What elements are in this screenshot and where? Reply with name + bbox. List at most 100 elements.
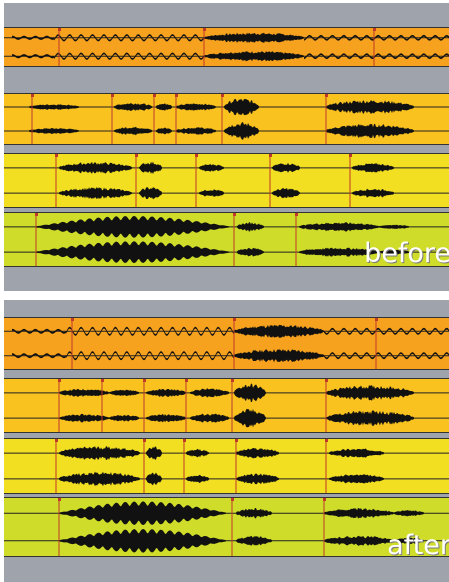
region-marker-handle[interactable] xyxy=(183,439,186,442)
waveform-segment xyxy=(12,54,54,59)
region-marker-handle[interactable] xyxy=(58,379,61,382)
region-marker-handle[interactable] xyxy=(375,318,378,321)
track-background xyxy=(4,378,449,433)
waveform-segment xyxy=(324,352,449,360)
waveform-segment xyxy=(66,351,234,361)
waveform-segment xyxy=(234,383,266,402)
waveform-segment xyxy=(139,161,162,175)
waveform-segment xyxy=(299,222,379,232)
region-marker-handle[interactable] xyxy=(373,28,376,31)
waveform-segment xyxy=(237,247,264,257)
waveform-segment xyxy=(59,471,140,487)
waveform-segment xyxy=(236,473,279,485)
waveform-segment xyxy=(326,385,414,401)
region-marker-handle[interactable] xyxy=(325,379,328,382)
audio-track-1[interactable] xyxy=(4,27,449,67)
audio-track-3[interactable] xyxy=(4,438,449,494)
audio-track-4[interactable] xyxy=(4,212,449,267)
audio-track-4[interactable] xyxy=(4,497,449,557)
region-marker-handle[interactable] xyxy=(203,28,206,31)
region-marker-handle[interactable] xyxy=(233,213,236,216)
region-marker-handle[interactable] xyxy=(35,213,38,216)
waveform-segment xyxy=(59,446,140,461)
region-marker-handle[interactable] xyxy=(233,318,236,321)
region-marker-handle[interactable] xyxy=(153,94,156,97)
region-marker-handle[interactable] xyxy=(323,498,326,501)
region-marker-handle[interactable] xyxy=(195,154,198,157)
waveform-segment xyxy=(59,501,226,525)
waveform-segment xyxy=(304,34,449,41)
waveform-segment xyxy=(146,446,162,460)
audio-track-2[interactable] xyxy=(4,93,449,145)
waveform-segment xyxy=(234,349,324,363)
region-marker-handle[interactable] xyxy=(185,379,188,382)
track-background xyxy=(4,153,449,208)
region-marker-handle[interactable] xyxy=(143,379,146,382)
waveform-segment xyxy=(59,388,109,397)
waveform-segment xyxy=(36,216,229,238)
waveform-segment xyxy=(109,389,139,397)
track-background xyxy=(4,27,449,67)
waveform-segment xyxy=(224,122,259,140)
waveform-segment xyxy=(379,249,409,255)
waveform-segment xyxy=(190,388,229,398)
waveform-segment xyxy=(156,103,172,111)
audio-track-3[interactable] xyxy=(4,153,449,208)
waveform-segment xyxy=(186,448,209,458)
waveform-segment xyxy=(59,187,132,200)
waveform-segment xyxy=(59,413,109,423)
waveform-segment xyxy=(59,162,132,174)
region-marker-handle[interactable] xyxy=(55,154,58,157)
waveform-segment xyxy=(394,510,424,517)
audio-track-1[interactable] xyxy=(4,317,449,370)
region-marker-handle[interactable] xyxy=(235,439,238,442)
waveform-segment xyxy=(199,163,224,172)
waveform-segment xyxy=(156,127,172,135)
after-label: after xyxy=(387,530,449,561)
region-marker-handle[interactable] xyxy=(101,379,104,382)
region-marker-handle[interactable] xyxy=(349,154,352,157)
waveform-segment xyxy=(146,472,162,486)
track-background xyxy=(4,317,449,370)
waveform-segment xyxy=(326,410,414,426)
waveform-segment xyxy=(379,224,409,230)
waveform-segment xyxy=(234,408,266,428)
track-background xyxy=(4,93,449,145)
region-marker-handle[interactable] xyxy=(325,94,328,97)
waveform-segment xyxy=(114,126,152,136)
waveform-segment xyxy=(54,52,204,60)
waveform-segment xyxy=(352,188,394,198)
before-label: before xyxy=(364,238,449,269)
region-marker-handle[interactable] xyxy=(71,318,74,321)
region-marker-handle[interactable] xyxy=(58,498,61,501)
region-marker-handle[interactable] xyxy=(269,154,272,157)
waveform-editor-before[interactable] xyxy=(4,3,449,291)
waveform-segment xyxy=(234,324,324,338)
region-marker-handle[interactable] xyxy=(111,94,114,97)
region-marker-handle[interactable] xyxy=(135,154,138,157)
waveform-segment xyxy=(59,529,226,553)
region-marker-handle[interactable] xyxy=(143,439,146,442)
waveform-editor-after[interactable] xyxy=(4,300,449,582)
region-marker-handle[interactable] xyxy=(55,439,58,442)
waveform-segment xyxy=(326,123,414,139)
region-marker-handle[interactable] xyxy=(221,94,224,97)
region-marker-handle[interactable] xyxy=(58,28,61,31)
region-marker-handle[interactable] xyxy=(295,213,298,216)
region-marker-handle[interactable] xyxy=(325,439,328,442)
waveform-segment xyxy=(326,100,414,115)
audio-track-2[interactable] xyxy=(4,378,449,433)
waveform-segment xyxy=(29,127,79,134)
waveform-segment xyxy=(304,53,449,60)
waveform-segment xyxy=(176,103,216,111)
region-marker-handle[interactable] xyxy=(31,94,34,97)
waveform-segment xyxy=(146,414,186,423)
region-marker-handle[interactable] xyxy=(231,379,234,382)
region-marker-handle[interactable] xyxy=(231,498,234,501)
region-marker-handle[interactable] xyxy=(175,94,178,97)
waveform-segment xyxy=(146,388,186,397)
waveform-segment xyxy=(54,34,204,42)
waveform-segment xyxy=(139,187,162,200)
waveform-segment xyxy=(272,188,300,199)
track-background xyxy=(4,497,449,557)
